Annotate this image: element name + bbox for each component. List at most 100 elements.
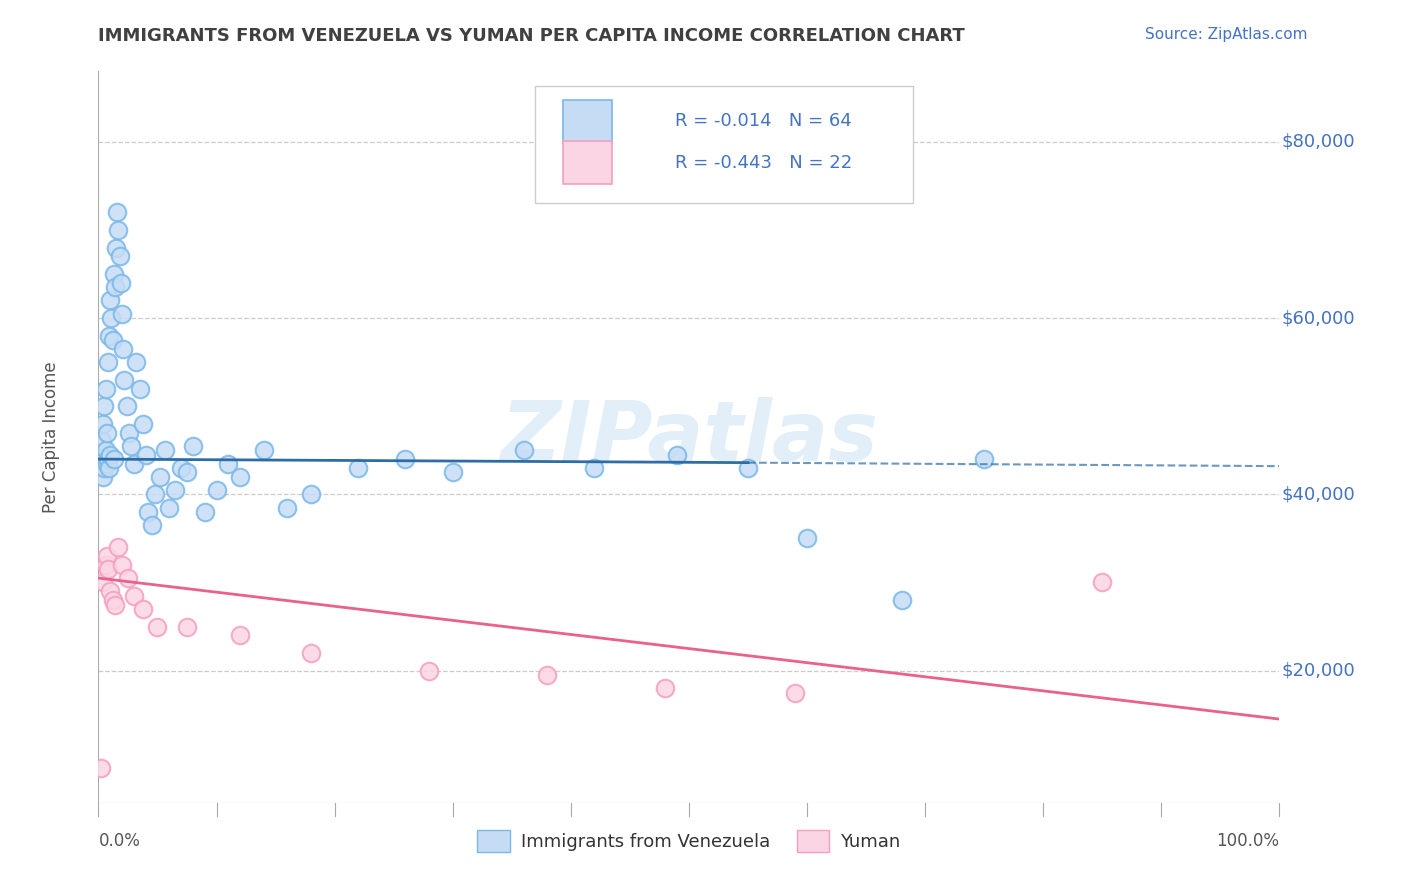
Point (94, 558, 117, 572)
Point (93, 461, 115, 475)
Point (115, 399, 138, 413)
Point (90, 452, 112, 467)
Point (121, 439, 143, 453)
Point (98, 328, 121, 343)
Point (122, 457, 145, 471)
Point (96, 425, 118, 440)
Point (441, 466, 464, 480)
Point (98, 584, 121, 599)
Point (105, 241, 128, 255)
Point (122, 589, 145, 603)
Point (97, 355, 120, 369)
Point (132, 417, 155, 431)
Point (737, 461, 759, 475)
Point (103, 452, 125, 467)
Text: $40,000: $40,000 (1282, 485, 1355, 503)
Point (100, 311, 122, 326)
Point (157, 500, 180, 515)
Point (98, 461, 121, 475)
Text: $20,000: $20,000 (1282, 662, 1355, 680)
Point (117, 571, 139, 585)
Point (136, 505, 159, 519)
Point (205, 483, 228, 497)
Point (93, 399, 115, 413)
Point (101, 593, 124, 607)
FancyBboxPatch shape (562, 100, 612, 143)
Text: $80,000: $80,000 (1282, 133, 1355, 151)
Point (91, 575, 114, 590)
Point (583, 461, 606, 475)
Point (299, 487, 322, 501)
Point (104, 280, 127, 294)
Point (666, 448, 689, 462)
Point (112, 342, 135, 356)
Point (181, 439, 204, 453)
FancyBboxPatch shape (536, 86, 914, 203)
Point (118, 425, 141, 440)
Point (973, 452, 995, 467)
Point (108, 249, 131, 263)
Point (101, 333, 124, 347)
Point (149, 469, 172, 483)
Point (132, 602, 155, 616)
Point (536, 668, 558, 682)
Point (107, 223, 129, 237)
Point (194, 505, 217, 519)
Point (785, 686, 807, 700)
FancyBboxPatch shape (562, 141, 612, 185)
Text: 100.0%: 100.0% (1216, 832, 1279, 850)
Point (105, 205, 128, 219)
Point (141, 518, 163, 533)
Point (97, 562, 120, 576)
Point (299, 646, 322, 660)
Point (165, 483, 187, 497)
Point (111, 307, 134, 321)
Text: Per Capita Income: Per Capita Income (42, 361, 60, 513)
Text: 0.0%: 0.0% (98, 832, 141, 850)
Point (143, 487, 166, 501)
Point (112, 373, 135, 387)
Point (347, 461, 370, 475)
Point (146, 619, 169, 633)
Point (91, 434, 114, 449)
Point (128, 382, 150, 396)
Point (98, 448, 121, 462)
Text: R = -0.014   N = 64: R = -0.014 N = 64 (675, 112, 852, 130)
Point (96, 457, 118, 471)
Legend: Immigrants from Venezuela, Yuman: Immigrants from Venezuela, Yuman (470, 823, 908, 860)
Point (135, 448, 157, 462)
Point (229, 469, 252, 483)
Text: ZIPatlas: ZIPatlas (501, 397, 877, 477)
Point (253, 443, 276, 458)
Point (796, 532, 818, 546)
Point (103, 267, 125, 281)
Point (125, 355, 148, 369)
Point (176, 466, 198, 480)
Text: IMMIGRANTS FROM VENEZUELA VS YUMAN PER CAPITA INCOME CORRELATION CHART: IMMIGRANTS FROM VENEZUELA VS YUMAN PER C… (98, 27, 965, 45)
Point (91, 417, 114, 431)
Point (94, 382, 117, 396)
Point (96, 549, 118, 563)
Point (512, 443, 534, 458)
Point (90, 760, 112, 774)
Point (1091, 575, 1114, 590)
Point (111, 558, 134, 572)
Point (110, 276, 132, 290)
Text: $60,000: $60,000 (1282, 310, 1355, 327)
Point (890, 593, 912, 607)
Point (170, 461, 193, 475)
Point (104, 598, 127, 612)
Point (276, 500, 298, 515)
Point (176, 619, 198, 633)
Point (107, 540, 129, 554)
Point (394, 452, 416, 467)
Point (94, 443, 117, 458)
Point (229, 628, 252, 642)
Text: R = -0.443   N = 22: R = -0.443 N = 22 (675, 153, 852, 172)
Point (91, 469, 114, 483)
Point (654, 681, 676, 696)
Point (98, 293, 121, 308)
Point (217, 457, 239, 471)
Point (97, 452, 120, 467)
Text: Source: ZipAtlas.com: Source: ZipAtlas.com (1144, 27, 1308, 42)
